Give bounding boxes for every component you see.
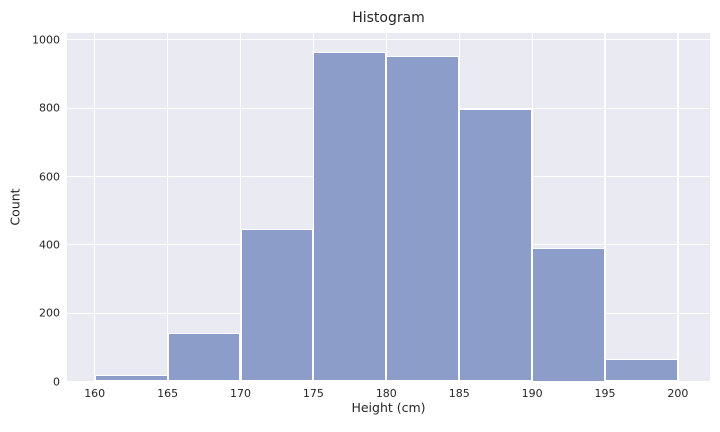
x-gridline bbox=[167, 33, 169, 382]
y-tick-label: 1000 bbox=[32, 33, 60, 47]
y-tick-label: 0 bbox=[53, 375, 60, 388]
x-tick-label: 175 bbox=[302, 386, 324, 400]
x-gridline bbox=[239, 33, 242, 382]
histogram-bar bbox=[386, 55, 460, 382]
y-tick-label: 800 bbox=[39, 101, 60, 115]
x-gridline bbox=[312, 33, 314, 382]
x-tick-label: 195 bbox=[594, 386, 616, 400]
histogram-bar bbox=[94, 375, 168, 382]
histogram-bar bbox=[532, 248, 605, 382]
histogram-bar bbox=[167, 332, 241, 382]
histogram-bar bbox=[313, 52, 387, 382]
x-axis-label: Height (cm) bbox=[351, 399, 426, 415]
x-tick-label: 200 bbox=[667, 386, 689, 400]
y-gridline bbox=[67, 39, 710, 41]
histogram-bar bbox=[605, 358, 678, 382]
histogram-bar bbox=[240, 228, 314, 382]
x-gridline bbox=[94, 33, 96, 382]
y-axis-label: Count bbox=[7, 188, 23, 226]
x-tick-label: 165 bbox=[157, 386, 179, 400]
x-tick-label: 185 bbox=[448, 386, 470, 400]
x-gridline bbox=[531, 33, 533, 382]
plot-area bbox=[67, 33, 710, 383]
x-tick-label: 180 bbox=[375, 386, 397, 400]
y-tick-label: 600 bbox=[39, 170, 60, 183]
x-tick-label: 170 bbox=[230, 386, 251, 400]
histogram-bar bbox=[459, 109, 533, 382]
x-tick-label: 160 bbox=[84, 386, 106, 400]
y-gridline bbox=[67, 380, 710, 383]
y-tick-label: 400 bbox=[39, 238, 60, 252]
x-gridline bbox=[385, 33, 387, 382]
x-tick-label: 190 bbox=[521, 386, 543, 400]
x-gridline bbox=[677, 33, 679, 382]
chart-title: Histogram bbox=[352, 10, 425, 26]
y-tick-label: 200 bbox=[39, 306, 60, 320]
x-gridline bbox=[604, 33, 606, 382]
